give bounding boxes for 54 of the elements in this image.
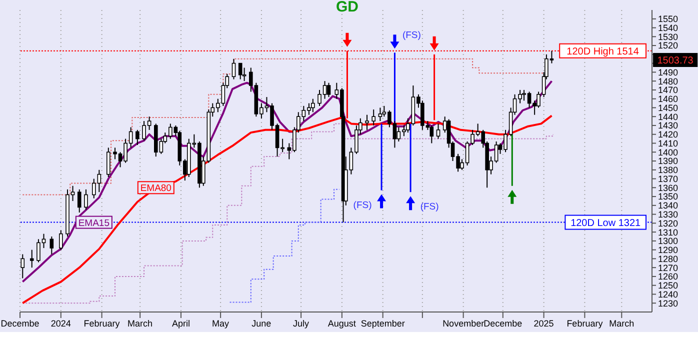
text: 1503.73 xyxy=(657,55,694,66)
annotation: GD xyxy=(336,0,359,16)
y-tick-label: 1250 xyxy=(658,280,678,291)
ref-line-label: 120D Low 1321 xyxy=(570,218,642,229)
y-tick-label: 1350 xyxy=(658,192,678,202)
x-tick-label: May xyxy=(212,318,230,328)
y-tick-label: 1420 xyxy=(658,130,678,140)
y-tick-label: 1300 xyxy=(658,236,678,246)
y-tick-label: 1410 xyxy=(658,138,678,148)
y-tick-label: 1310 xyxy=(658,227,678,238)
series-label: EMA15 xyxy=(78,218,110,229)
y-tick-label: 1550 xyxy=(658,14,678,24)
y-tick-label: 1390 xyxy=(658,156,678,166)
y-tick-label: 1490 xyxy=(658,67,678,78)
y-tick-label: 1320 xyxy=(658,218,678,228)
x-tick-label: Decembe xyxy=(0,318,40,328)
y-tick-label: 1430 xyxy=(658,120,678,131)
y-tick-label: 1230 xyxy=(658,298,678,308)
y-tick-label: 1360 xyxy=(658,182,678,193)
y-tick-label: 1280 xyxy=(658,254,678,264)
x-tick-label: 2025 xyxy=(534,318,554,328)
x-tick-label: April xyxy=(172,318,190,328)
y-tick-label: 1240 xyxy=(658,289,678,300)
y-tick-label: 1340 xyxy=(658,200,678,211)
y-tick-label: 1380 xyxy=(658,165,678,176)
y-tick-label: 1330 xyxy=(658,209,678,220)
y-tick-label: 1520 xyxy=(658,40,678,51)
y-tick-label: 1540 xyxy=(658,22,678,33)
x-tick-label: March xyxy=(609,318,634,328)
x-tick-label: February xyxy=(84,318,120,328)
x-tick-label: February xyxy=(566,318,604,328)
x-tick-label: July xyxy=(293,318,310,328)
x-tick-label: Decembe xyxy=(484,318,522,328)
y-tick-label: 1440 xyxy=(658,112,678,122)
annotation: (FS) xyxy=(402,30,421,42)
y-tick-label: 1270 xyxy=(658,262,678,273)
y-tick-label: 1370 xyxy=(658,174,678,184)
y-tick-label: 1290 xyxy=(658,245,678,256)
x-tick-label: June xyxy=(252,318,272,328)
y-tick-label: 1450 xyxy=(658,102,678,113)
x-tick-label: November xyxy=(442,318,484,328)
x-tick-label: August xyxy=(328,318,356,328)
annotation: (FS) xyxy=(420,202,439,213)
y-tick-label: 1460 xyxy=(658,94,678,104)
y-tick-label: 1530 xyxy=(658,32,678,42)
y-tick-label: 1260 xyxy=(658,272,678,282)
y-tick-label: 1400 xyxy=(658,147,678,158)
annotation: (FS) xyxy=(353,200,372,211)
y-tick-label: 1480 xyxy=(658,76,678,86)
x-tick-label: 2024 xyxy=(50,318,71,328)
ref-line-label: 120D High 1514 xyxy=(566,46,640,58)
x-tick-label: March xyxy=(128,318,153,328)
x-tick-label: September xyxy=(360,318,405,328)
y-tick-label: 1470 xyxy=(658,85,678,96)
